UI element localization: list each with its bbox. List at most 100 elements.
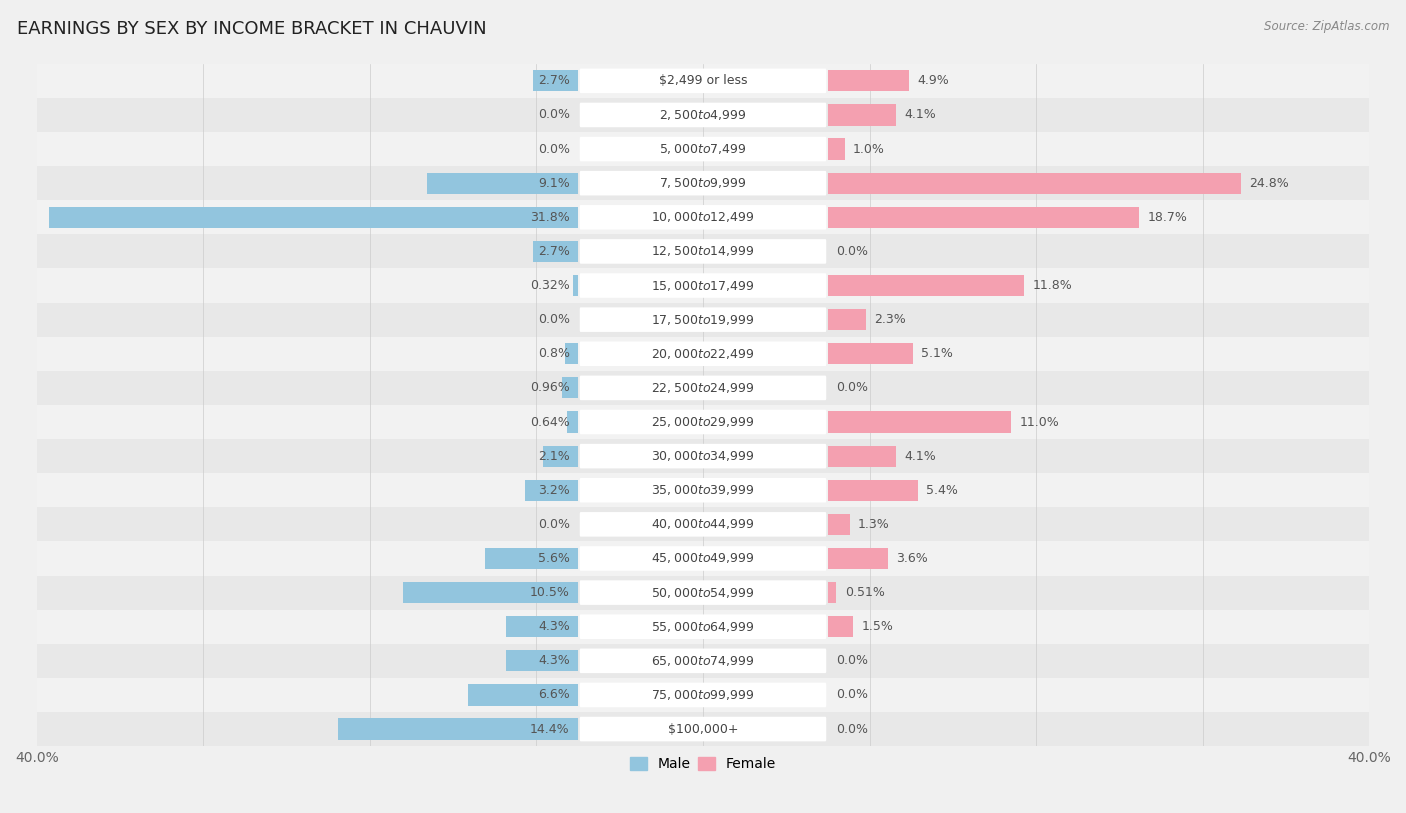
- Text: $17,500 to $19,999: $17,500 to $19,999: [651, 313, 755, 327]
- FancyBboxPatch shape: [579, 512, 827, 537]
- Text: 5.1%: 5.1%: [921, 347, 953, 360]
- Text: 0.0%: 0.0%: [537, 518, 569, 531]
- Text: 4.3%: 4.3%: [538, 654, 569, 667]
- Bar: [828, 104, 896, 125]
- FancyBboxPatch shape: [579, 478, 827, 502]
- Text: 11.8%: 11.8%: [1033, 279, 1073, 292]
- Bar: [37, 63, 1369, 98]
- Bar: [562, 377, 578, 398]
- FancyBboxPatch shape: [579, 307, 827, 332]
- Bar: [828, 138, 845, 159]
- Bar: [339, 719, 578, 740]
- Bar: [828, 70, 910, 91]
- Text: $45,000 to $49,999: $45,000 to $49,999: [651, 551, 755, 566]
- FancyBboxPatch shape: [579, 137, 827, 161]
- Bar: [37, 610, 1369, 644]
- Bar: [524, 480, 578, 501]
- Bar: [37, 200, 1369, 234]
- Bar: [828, 548, 887, 569]
- Bar: [828, 411, 1011, 433]
- Text: 1.5%: 1.5%: [862, 620, 893, 633]
- Bar: [37, 576, 1369, 610]
- FancyBboxPatch shape: [579, 649, 827, 673]
- Text: 0.0%: 0.0%: [837, 689, 869, 702]
- Text: $15,000 to $17,499: $15,000 to $17,499: [651, 279, 755, 293]
- FancyBboxPatch shape: [579, 615, 827, 639]
- Bar: [37, 439, 1369, 473]
- Text: 3.6%: 3.6%: [896, 552, 928, 565]
- Bar: [533, 70, 578, 91]
- FancyBboxPatch shape: [579, 683, 827, 707]
- Bar: [506, 616, 578, 637]
- FancyBboxPatch shape: [579, 546, 827, 571]
- Bar: [565, 343, 578, 364]
- Text: $30,000 to $34,999: $30,000 to $34,999: [651, 449, 755, 463]
- FancyBboxPatch shape: [579, 102, 827, 128]
- Bar: [37, 644, 1369, 678]
- Text: $2,500 to $4,999: $2,500 to $4,999: [659, 108, 747, 122]
- Text: 4.1%: 4.1%: [904, 108, 936, 121]
- Bar: [37, 712, 1369, 746]
- Text: 1.0%: 1.0%: [853, 142, 884, 155]
- Text: 9.1%: 9.1%: [538, 176, 569, 189]
- Bar: [37, 405, 1369, 439]
- Bar: [828, 446, 896, 467]
- Text: $65,000 to $74,999: $65,000 to $74,999: [651, 654, 755, 667]
- FancyBboxPatch shape: [579, 273, 827, 298]
- Text: 0.0%: 0.0%: [837, 654, 869, 667]
- Text: 24.8%: 24.8%: [1249, 176, 1289, 189]
- Bar: [37, 678, 1369, 712]
- Bar: [37, 234, 1369, 268]
- Bar: [828, 207, 1139, 228]
- Text: 4.1%: 4.1%: [904, 450, 936, 463]
- Bar: [828, 480, 918, 501]
- Text: $7,500 to $9,999: $7,500 to $9,999: [659, 176, 747, 190]
- Bar: [828, 275, 1025, 296]
- Bar: [37, 98, 1369, 132]
- Bar: [37, 541, 1369, 576]
- FancyBboxPatch shape: [579, 717, 827, 741]
- FancyBboxPatch shape: [579, 444, 827, 468]
- Text: $55,000 to $64,999: $55,000 to $64,999: [651, 620, 755, 633]
- Bar: [37, 132, 1369, 166]
- Bar: [37, 371, 1369, 405]
- FancyBboxPatch shape: [579, 341, 827, 366]
- Text: $12,500 to $14,999: $12,500 to $14,999: [651, 245, 755, 259]
- Text: 5.4%: 5.4%: [927, 484, 957, 497]
- Bar: [828, 514, 849, 535]
- Bar: [828, 343, 912, 364]
- Bar: [37, 268, 1369, 302]
- Text: 3.2%: 3.2%: [538, 484, 569, 497]
- Text: $10,000 to $12,499: $10,000 to $12,499: [651, 211, 755, 224]
- Text: 4.9%: 4.9%: [918, 74, 949, 87]
- Bar: [37, 337, 1369, 371]
- FancyBboxPatch shape: [579, 376, 827, 400]
- Text: 1.3%: 1.3%: [858, 518, 890, 531]
- Text: 0.64%: 0.64%: [530, 415, 569, 428]
- Bar: [37, 507, 1369, 541]
- Text: 10.5%: 10.5%: [530, 586, 569, 599]
- Text: 0.0%: 0.0%: [837, 381, 869, 394]
- Text: 18.7%: 18.7%: [1147, 211, 1188, 224]
- FancyBboxPatch shape: [579, 410, 827, 434]
- Text: 0.8%: 0.8%: [537, 347, 569, 360]
- Text: 11.0%: 11.0%: [1019, 415, 1059, 428]
- FancyBboxPatch shape: [579, 171, 827, 195]
- Text: 0.0%: 0.0%: [537, 142, 569, 155]
- Bar: [828, 582, 837, 603]
- Bar: [572, 275, 578, 296]
- Text: 5.6%: 5.6%: [538, 552, 569, 565]
- Text: $50,000 to $54,999: $50,000 to $54,999: [651, 585, 755, 600]
- Bar: [543, 446, 578, 467]
- Text: 14.4%: 14.4%: [530, 723, 569, 736]
- Text: 6.6%: 6.6%: [538, 689, 569, 702]
- Bar: [37, 302, 1369, 337]
- Bar: [828, 616, 853, 637]
- Text: 0.0%: 0.0%: [537, 313, 569, 326]
- Text: 0.0%: 0.0%: [837, 245, 869, 258]
- Bar: [485, 548, 578, 569]
- Text: $35,000 to $39,999: $35,000 to $39,999: [651, 483, 755, 498]
- Bar: [37, 166, 1369, 200]
- Text: $100,000+: $100,000+: [668, 723, 738, 736]
- Bar: [37, 473, 1369, 507]
